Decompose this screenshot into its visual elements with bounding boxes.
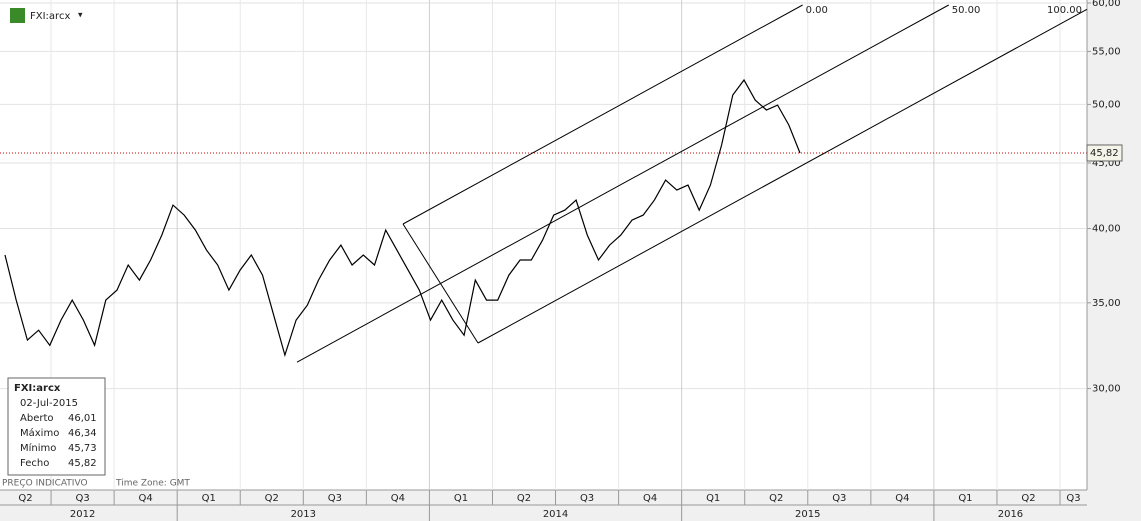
fork-line — [477, 8, 1088, 344]
y-tick-label: 45,00 — [1092, 158, 1121, 169]
fork-label: 0.00 — [806, 5, 828, 16]
x-quarter-label: Q3 — [832, 493, 846, 504]
last-price-label: 45,82 — [1090, 148, 1119, 159]
x-quarter-label: Q3 — [328, 493, 342, 504]
info-value: 46,01 — [68, 413, 97, 424]
info-label: Fecho — [20, 458, 49, 469]
x-year-label: 2016 — [998, 509, 1023, 520]
info-label: Aberto — [20, 413, 54, 424]
y-tick-label: 55,00 — [1092, 46, 1121, 57]
info-value: 46,34 — [68, 428, 97, 439]
y-tick-label: 30,00 — [1092, 384, 1121, 395]
x-quarter-label: Q1 — [454, 493, 468, 504]
x-quarter-label: Q4 — [391, 493, 405, 504]
x-year-label: 2015 — [795, 509, 820, 520]
symbol-menu[interactable]: ▾ — [78, 11, 83, 21]
x-year-label: 2013 — [291, 509, 316, 520]
x-quarter-label: Q3 — [1066, 493, 1080, 504]
info-box — [7, 377, 106, 476]
symbol-icon — [10, 8, 25, 23]
x-quarter-label: Q2 — [1021, 493, 1035, 504]
info-title: FXI:arcx — [14, 383, 61, 394]
fork-line — [296, 4, 949, 363]
x-quarter-label: Q2 — [517, 493, 531, 504]
plot-area — [0, 0, 1087, 490]
x-year-label: 2012 — [70, 509, 95, 520]
footer-note: PREÇO INDICATIVO — [2, 479, 88, 489]
x-quarter-label: Q3 — [580, 493, 594, 504]
y-tick-label: 60,00 — [1092, 0, 1121, 9]
x-quarter-label: Q2 — [769, 493, 783, 504]
marks — [4, 78, 801, 358]
y-tick-label: 40,00 — [1092, 224, 1121, 235]
info-value: 45,82 — [68, 458, 97, 469]
last-price-box — [1086, 144, 1123, 162]
x-quarter-label: Q3 — [75, 493, 89, 504]
x-quarter-label: Q4 — [643, 493, 657, 504]
x-quarter-label: Q2 — [265, 493, 279, 504]
x-quarter-label: Q2 — [18, 493, 32, 504]
info-label: Máximo — [20, 427, 59, 439]
x-quarter-label: Q4 — [895, 493, 909, 504]
info-date: 02-Jul-2015 — [20, 398, 78, 409]
footer-timezone: Time Zone: GMT — [115, 479, 190, 489]
price-line — [4, 78, 801, 358]
x-quarter-label: Q1 — [958, 493, 972, 504]
info-value: 45,73 — [68, 443, 97, 454]
x-quarter-label: Q1 — [706, 493, 720, 504]
x-year-label: 2014 — [543, 509, 568, 520]
x-quarter-label: Q4 — [139, 493, 153, 504]
y-tick-label: 35,00 — [1092, 298, 1121, 309]
info-label: Mínimo — [20, 442, 56, 454]
fork-line — [402, 4, 803, 225]
y-axis-area — [1087, 0, 1141, 521]
symbol: FXI:arcx — [30, 11, 70, 22]
x-quarter-label: Q1 — [202, 493, 216, 504]
fork-label: 100.00 — [1047, 5, 1082, 16]
fork-label: 50.00 — [952, 5, 981, 16]
y-tick-label: 50,00 — [1092, 99, 1121, 110]
